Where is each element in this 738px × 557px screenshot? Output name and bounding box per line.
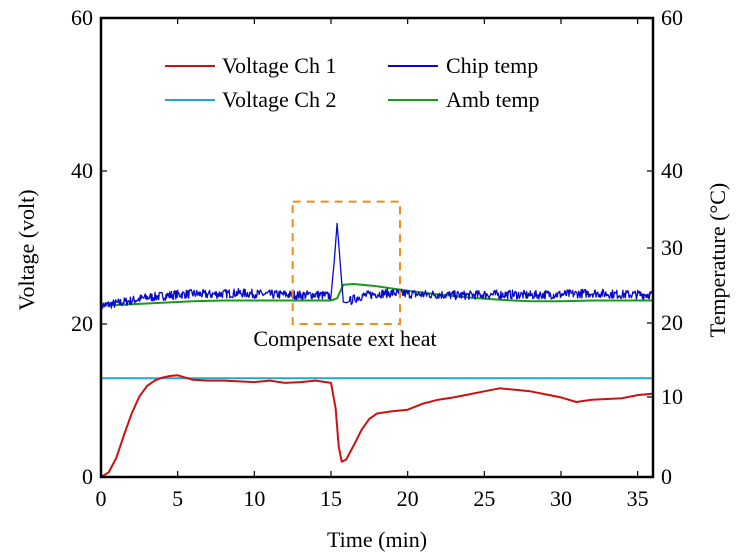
plot-area [101, 222, 653, 477]
y-tick-label-right: 20 [661, 310, 683, 335]
series-line-chip-temp [101, 222, 653, 311]
series-line-voltage-ch-1 [101, 374, 653, 477]
y-axis-title-left: Voltage (volt) [14, 189, 39, 310]
y-tick-label-right: 60 [661, 5, 683, 30]
tick-labels: 0 5 10 15 20 25 30 35 0 20 40 60 0 10 20 30 40 60 [71, 5, 683, 511]
x-tick-label: 30 [550, 486, 572, 511]
y-tick-label-left: 60 [71, 5, 93, 30]
annotation-box [291, 200, 401, 326]
x-axis-title: Time (min) [327, 527, 427, 552]
x-tick-label: 0 [96, 486, 107, 511]
y-tick-label-left: 40 [71, 158, 93, 183]
x-tick-label: 15 [320, 486, 342, 511]
x-tick-label: 20 [397, 486, 419, 511]
y-tick-label-left: 20 [71, 311, 93, 336]
y-tick-label-right: 40 [661, 158, 683, 183]
y-axis-title-right: Temperature (°C) [705, 183, 730, 337]
legend-label: Voltage Ch 2 [222, 87, 336, 112]
annotation-label: Compensate ext heat [253, 326, 436, 351]
legend-label: Voltage Ch 1 [222, 53, 336, 78]
legend-label: Amb temp [446, 87, 540, 112]
x-tick-label: 25 [473, 486, 495, 511]
y-tick-label-right: 30 [661, 235, 683, 260]
annotation-layer: Compensate ext heat [253, 200, 437, 351]
legend-label: Chip temp [446, 53, 538, 78]
y-tick-label-left: 0 [82, 464, 93, 489]
x-tick-label: 35 [627, 486, 649, 511]
x-tick-label: 5 [172, 486, 183, 511]
x-tick-label: 10 [243, 486, 265, 511]
series-line-amb-temp [101, 283, 653, 307]
axes [99, 16, 655, 479]
y-tick-label-right: 0 [661, 464, 672, 489]
plot-frame [99, 16, 655, 479]
y-tick-label-right: 10 [661, 384, 683, 409]
legend: Voltage Ch 1 Chip temp Voltage Ch 2 Amb tem… [165, 53, 540, 112]
